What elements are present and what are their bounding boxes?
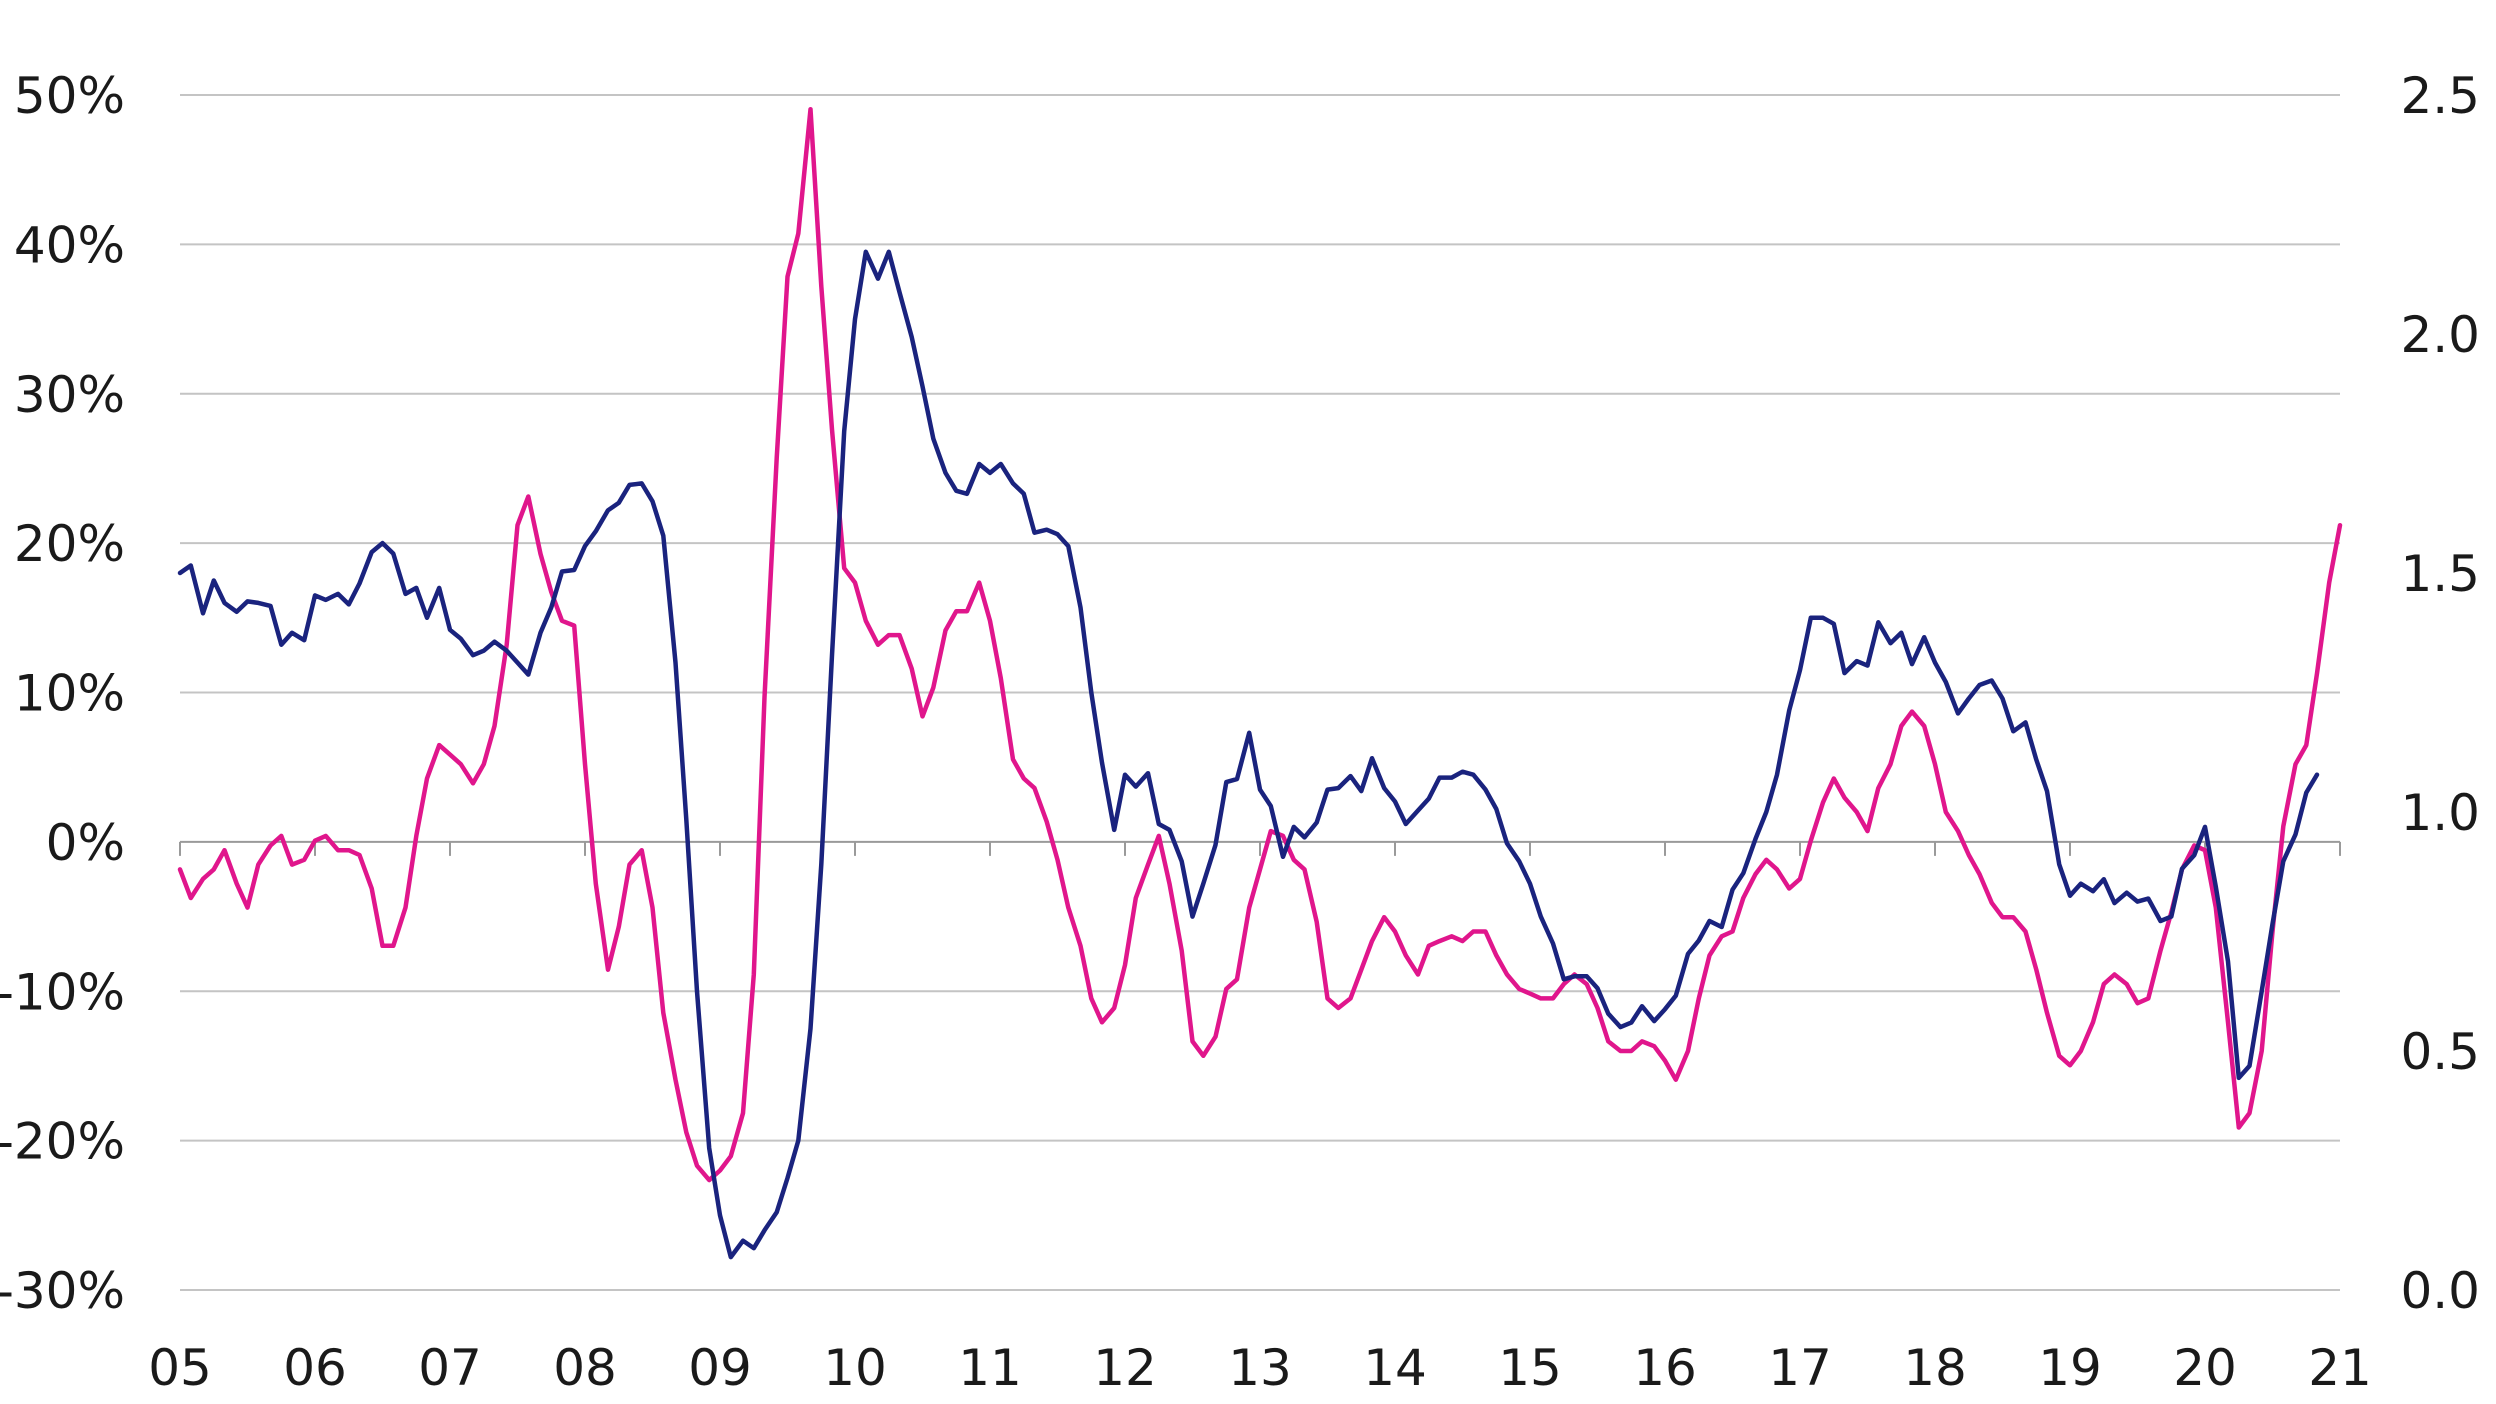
x-tick-label: 07	[418, 1339, 482, 1397]
right-y-tick-label: 2.0	[2400, 306, 2480, 364]
x-tick-label: 09	[688, 1339, 752, 1397]
left-y-tick-label: 10%	[14, 665, 125, 723]
left-y-tick-label: 0%	[46, 814, 125, 872]
x-tick-label: 10	[823, 1339, 887, 1397]
left-y-tick-label: 40%	[14, 216, 125, 274]
left-y-tick-label: -30%	[0, 1262, 125, 1320]
gridlines	[180, 94, 2340, 1291]
x-axis	[179, 840, 2341, 856]
x-tick-label: 21	[2308, 1339, 2372, 1397]
series-line-right-axis	[177, 107, 2343, 1183]
left-y-tick-label: -10%	[0, 963, 125, 1021]
left-y-axis-labels: 50% 40% 30% 20% 10% 0% -10% -20% -30%	[0, 67, 125, 1320]
left-y-tick-label: 50%	[14, 67, 125, 125]
x-axis-labels: 05 06 07 08 09 10 11 12 13 14 15 16 17 18 19 20 21	[148, 1339, 2372, 1397]
x-tick-label: 12	[1093, 1339, 1157, 1397]
x-tick-label: 16	[1633, 1339, 1697, 1397]
x-tick-label: 18	[1903, 1339, 1967, 1397]
left-y-tick-label: -20%	[0, 1113, 125, 1171]
series-line-left-axis	[177, 249, 2320, 1260]
right-y-tick-label: 1.5	[2400, 545, 2480, 603]
right-y-tick-label: 2.5	[2400, 67, 2480, 125]
x-tick-label: 11	[958, 1339, 1022, 1397]
x-tick-label: 05	[148, 1339, 212, 1397]
series-lines	[177, 107, 2343, 1260]
x-tick-label: 08	[553, 1339, 617, 1397]
left-y-tick-label: 30%	[14, 366, 125, 424]
x-tick-label: 19	[2038, 1339, 2102, 1397]
x-tick-label: 13	[1228, 1339, 1292, 1397]
x-tick-label: 14	[1363, 1339, 1427, 1397]
right-y-tick-label: 0.5	[2400, 1023, 2480, 1081]
x-tick-label: 20	[2173, 1339, 2237, 1397]
x-tick-label: 06	[283, 1339, 347, 1397]
x-tick-label: 15	[1498, 1339, 1562, 1397]
right-y-tick-label: 1.0	[2400, 784, 2480, 842]
x-tick-label: 17	[1768, 1339, 1832, 1397]
right-y-axis-labels: 2.5 2.0 1.5 1.0 0.5 0.0	[2400, 67, 2480, 1320]
left-y-tick-label: 20%	[14, 515, 125, 573]
right-y-tick-label: 0.0	[2400, 1262, 2480, 1320]
